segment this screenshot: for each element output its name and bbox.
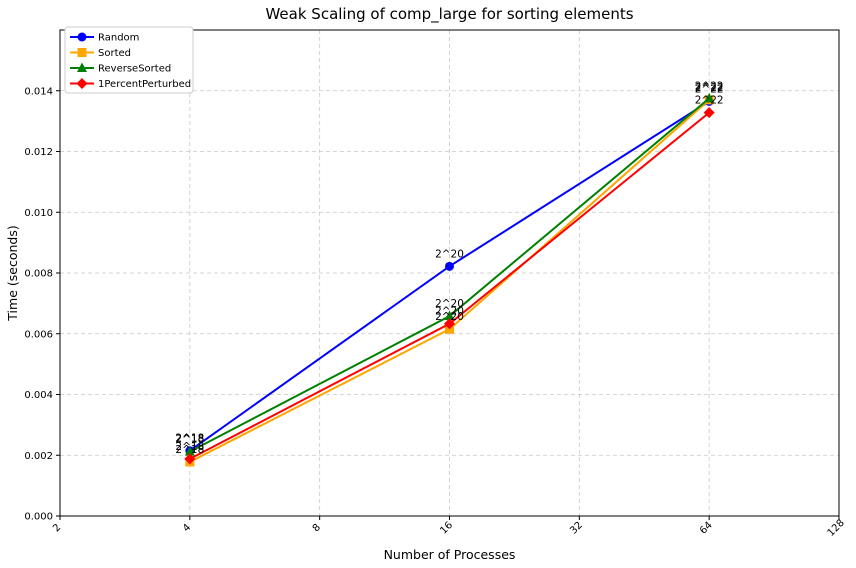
legend-label: Sorted — [98, 48, 131, 59]
legend-box — [64, 26, 194, 94]
series-line — [189, 99, 710, 463]
legend-label: Random — [98, 33, 139, 44]
legend-marker — [77, 62, 87, 72]
y-tick-label: 0.014 — [24, 86, 53, 97]
data-point — [184, 453, 196, 465]
y-tick-label: 0.000 — [24, 512, 53, 523]
data-label: 2^18 — [175, 433, 204, 445]
data-label: 2^22 — [695, 95, 724, 107]
data-point — [703, 107, 715, 119]
x-tick-label: 4 — [181, 522, 193, 534]
x-tick-label: 8 — [311, 522, 323, 534]
data-point — [445, 261, 454, 271]
data-label: 2^20 — [435, 306, 464, 318]
y-tick-label: 0.010 — [24, 208, 53, 219]
x-tick-label: 32 — [568, 520, 585, 537]
legend-marker — [76, 78, 88, 89]
y-tick-label: 0.002 — [24, 451, 53, 462]
y-axis-label: Time (seconds) — [5, 225, 20, 321]
data-label: 2^18 — [175, 434, 204, 446]
x-tick-label: 2 — [51, 522, 63, 534]
series-1percentperturbed — [184, 107, 715, 465]
series-reversesorted — [184, 92, 715, 456]
legend-item: ReverseSorted — [70, 62, 171, 75]
x-tick-label: 16 — [438, 520, 455, 537]
data-point — [704, 92, 715, 103]
data-label: 2^22 — [695, 82, 724, 94]
legend-item: Sorted — [70, 48, 131, 59]
y-tick-label: 0.006 — [24, 329, 53, 340]
y-tick-label: 0.012 — [24, 147, 53, 158]
x-axis-label: Number of Processes — [384, 547, 516, 562]
legend-label: ReverseSorted — [98, 64, 171, 75]
data-label: 2^22 — [695, 80, 724, 92]
legend-item: 1PercentPerturbed — [70, 78, 191, 90]
data-label: 2^20 — [435, 248, 464, 260]
chart-title: Weak Scaling of comp_large for sorting e… — [265, 5, 633, 24]
legend-marker — [77, 48, 87, 57]
y-tick-label: 0.008 — [24, 269, 53, 280]
data-point — [444, 310, 455, 321]
data-label: 2^22 — [695, 83, 724, 95]
data-point — [184, 446, 195, 456]
x-tick-label: 128 — [826, 518, 847, 539]
annotation-layer: 2^182^202^222^182^202^222^182^202^222^18… — [175, 80, 723, 456]
legend-item: Random — [70, 32, 139, 44]
x-tick-label: 64 — [698, 520, 715, 537]
legend: Random Sorted ReverseSorted 1PercentPerturb… — [64, 26, 194, 94]
data-label: 2^20 — [435, 311, 464, 323]
y-tick-label: 0.004 — [24, 390, 53, 401]
data-point — [444, 318, 455, 330]
data-label: 2^20 — [435, 298, 464, 310]
data-label: 2^18 — [175, 441, 204, 453]
data-label: 2^18 — [175, 444, 204, 456]
legend-label: 1PercentPerturbed — [98, 79, 191, 90]
legend-marker — [77, 32, 87, 42]
series-layer — [184, 92, 715, 467]
